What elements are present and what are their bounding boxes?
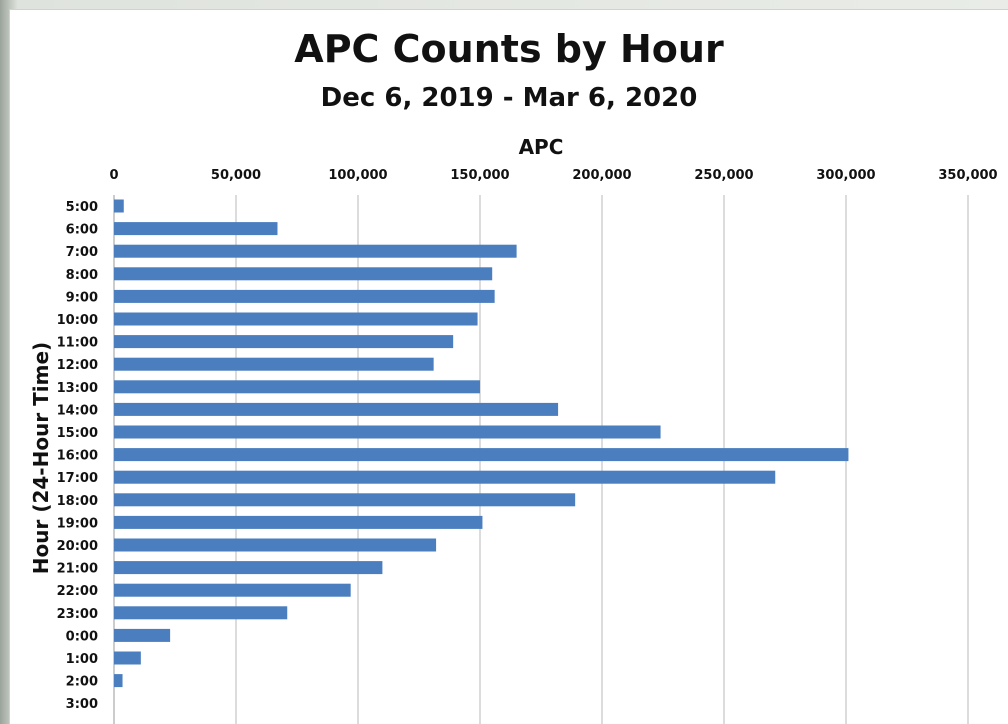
category-label: 14:00 <box>57 403 98 418</box>
bars <box>114 199 849 688</box>
category-label: 20:00 <box>57 539 98 554</box>
x-tick-label: 350,000 <box>938 168 997 183</box>
category-label: 21:00 <box>57 562 98 577</box>
bar-000 <box>114 628 171 642</box>
category-label: 10:00 <box>57 313 98 328</box>
x-axis-title: APC <box>519 135 564 159</box>
category-label: 6:00 <box>66 223 98 238</box>
x-tick-labels: 0 50,000 100,000 150,000 200,000 250,000 300,0… <box>109 168 997 183</box>
category-label: 8:00 <box>66 268 98 283</box>
bar-1100 <box>114 335 454 349</box>
bar-700 <box>114 244 517 258</box>
bar-1600 <box>114 448 849 462</box>
x-tick-label: 300,000 <box>816 168 875 183</box>
bar-800 <box>114 267 493 281</box>
bar-1500 <box>114 425 661 439</box>
bar-900 <box>114 289 495 303</box>
x-tick-label: 50,000 <box>211 168 261 183</box>
category-label: 11:00 <box>57 336 98 351</box>
category-label: 16:00 <box>57 449 98 464</box>
category-labels: 5:00 6:00 7:00 8:00 9:00 10:00 11:00 12:00 13:00… <box>57 200 98 712</box>
category-label: 22:00 <box>57 584 98 599</box>
category-label: 5:00 <box>66 200 98 215</box>
category-label: 2:00 <box>66 675 98 690</box>
x-tick-label: 100,000 <box>328 168 387 183</box>
bar-600 <box>114 222 278 236</box>
chart-subtitle: Dec 6, 2019 - Mar 6, 2020 <box>321 83 698 113</box>
bar-100 <box>114 651 141 665</box>
bar-1900 <box>114 515 483 529</box>
y-axis-title: Hour (24-Hour Time) <box>29 342 53 574</box>
x-tick-label: 0 <box>109 168 118 183</box>
x-tick-label: 200,000 <box>572 168 631 183</box>
category-label: 1:00 <box>66 652 98 667</box>
x-tick-label: 150,000 <box>450 168 509 183</box>
category-label: 7:00 <box>66 245 98 260</box>
chart-frame: APC Counts by Hour Dec 6, 2019 - Mar 6, … <box>9 9 1008 724</box>
bar-1300 <box>114 380 480 394</box>
chart-title: APC Counts by Hour <box>294 27 724 71</box>
bar-1700 <box>114 470 776 484</box>
x-tick-label: 250,000 <box>694 168 753 183</box>
category-label: 12:00 <box>57 358 98 373</box>
bar-2000 <box>114 538 437 552</box>
category-label: 13:00 <box>57 381 98 396</box>
category-label: 23:00 <box>57 607 98 622</box>
bar-2300 <box>114 606 288 620</box>
bar-1000 <box>114 312 478 326</box>
bar-500 <box>114 199 124 213</box>
bar-2200 <box>114 583 351 597</box>
category-label: 9:00 <box>66 290 98 305</box>
bar-200 <box>114 674 123 688</box>
category-label: 19:00 <box>57 516 98 531</box>
category-label: 15:00 <box>57 426 98 441</box>
bar-1200 <box>114 357 434 371</box>
bar-2100 <box>114 561 383 575</box>
category-label: 18:00 <box>57 494 98 509</box>
bar-1400 <box>114 402 559 416</box>
bar-chart: APC Counts by Hour Dec 6, 2019 - Mar 6, … <box>29 27 998 724</box>
bar-1800 <box>114 493 576 507</box>
category-label: 0:00 <box>66 629 98 644</box>
category-label: 17:00 <box>57 471 98 486</box>
category-label: 3:00 <box>66 697 98 712</box>
